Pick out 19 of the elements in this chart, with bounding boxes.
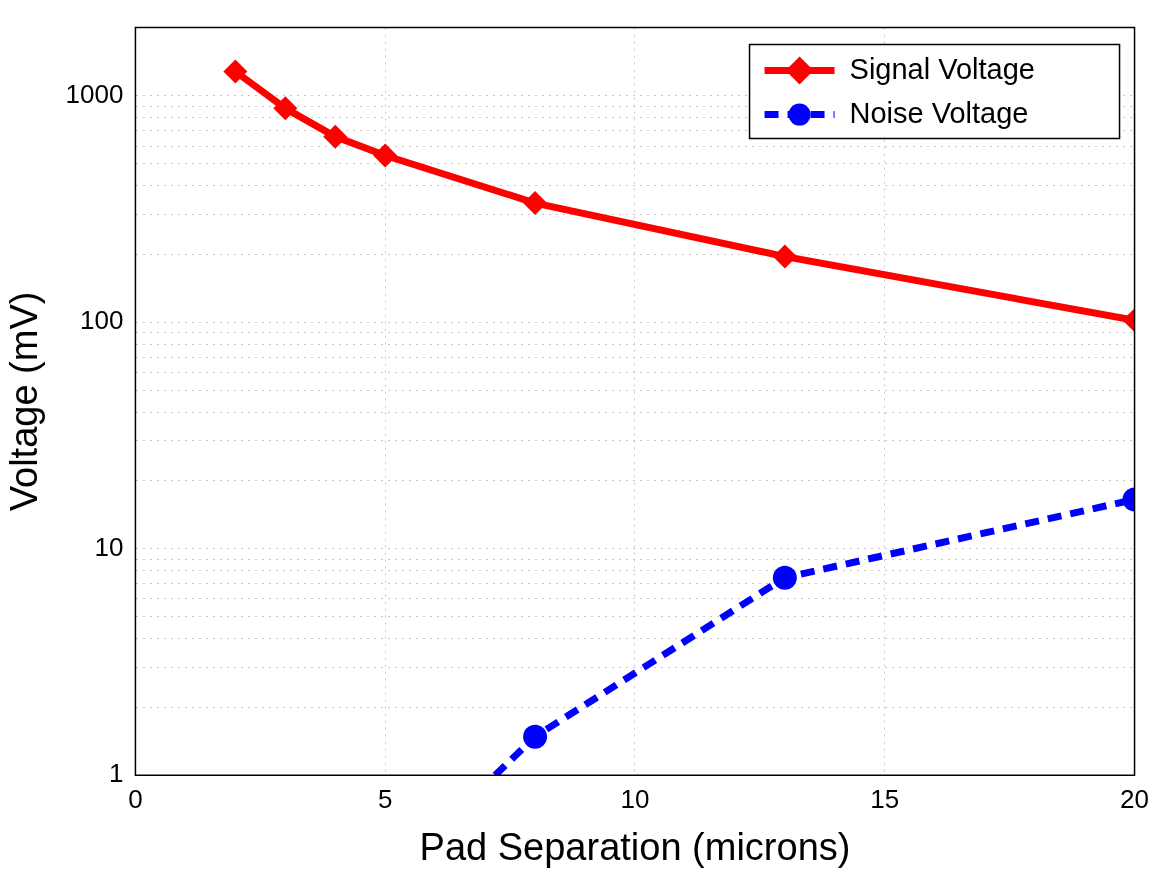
point xyxy=(273,96,298,121)
point xyxy=(323,124,348,149)
x-tick-label: 20 xyxy=(1120,783,1149,814)
point xyxy=(373,143,398,168)
legend-label: Noise Voltage xyxy=(849,96,1029,129)
legend-label: Signal Voltage xyxy=(849,52,1035,85)
y-axis-title: Voltage (mV) xyxy=(3,291,46,512)
point xyxy=(223,59,248,84)
y-tick-label: 10 xyxy=(94,531,124,562)
point xyxy=(523,724,548,749)
y-tick-label: 1 xyxy=(108,758,124,789)
x-axis-title: Pad Separation (microns) xyxy=(419,825,851,868)
y-tick-label: 1000 xyxy=(65,78,124,109)
x-tick-label: 0 xyxy=(128,783,143,814)
y-tick-label: 100 xyxy=(80,305,124,336)
x-tick-label: 15 xyxy=(870,783,900,814)
x-tick-label: 5 xyxy=(377,783,393,814)
point xyxy=(523,191,548,216)
x-tick-label: 10 xyxy=(620,783,650,814)
